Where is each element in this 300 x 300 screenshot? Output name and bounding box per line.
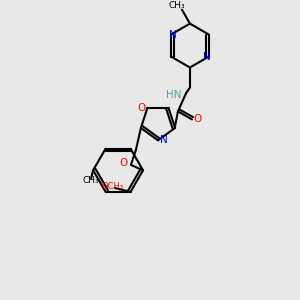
Text: O: O (120, 158, 128, 168)
Text: CH₃: CH₃ (83, 176, 99, 185)
Text: O: O (137, 103, 146, 113)
Text: OCH₃: OCH₃ (101, 182, 124, 191)
Text: HN: HN (166, 90, 182, 100)
Text: N: N (203, 52, 211, 61)
Text: O: O (194, 114, 202, 124)
Text: N: N (169, 30, 177, 40)
Text: N: N (160, 135, 168, 145)
Text: CH₃: CH₃ (169, 1, 185, 10)
